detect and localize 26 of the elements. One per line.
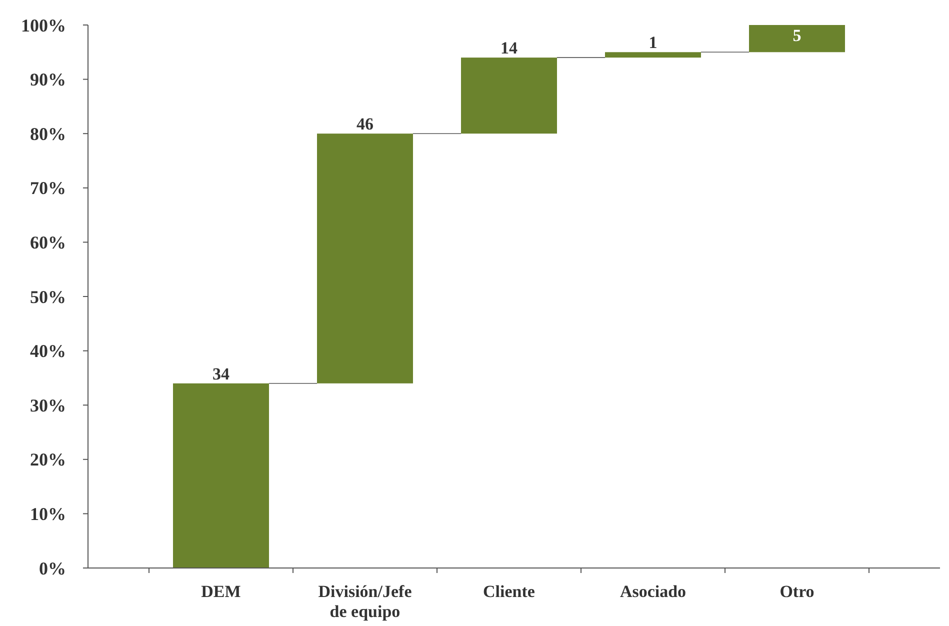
y-tick-label: 70% — [30, 178, 66, 198]
y-tick-label: 80% — [30, 124, 66, 144]
y-tick-label: 10% — [30, 504, 66, 524]
bar — [749, 25, 845, 52]
data-label: 34 — [212, 364, 230, 384]
bar — [605, 52, 701, 58]
x-tick-label: División/Jefe de equipo — [318, 582, 412, 621]
x-tick-label: DEM — [201, 582, 241, 601]
y-tick-label: 0% — [39, 558, 66, 578]
data-label: 14 — [500, 38, 518, 58]
y-tick-label: 30% — [30, 395, 66, 416]
bar — [317, 134, 413, 384]
y-tick-label: 20% — [30, 450, 66, 470]
data-label: 5 — [792, 26, 802, 45]
y-tick-label: 40% — [30, 341, 66, 362]
bar — [173, 383, 269, 568]
data-label: 46 — [356, 114, 374, 134]
y-tick-label: 60% — [30, 232, 66, 252]
y-tick-label: 50% — [30, 286, 66, 307]
y-tick-label: 90% — [30, 70, 66, 90]
data-label: 1 — [648, 33, 658, 52]
x-tick-label: Cliente — [483, 582, 536, 601]
x-tick-label: Otro — [780, 582, 814, 601]
bar — [461, 58, 557, 134]
x-tick-label: Asociado — [620, 582, 686, 601]
y-tick-label: 100% — [21, 15, 66, 36]
